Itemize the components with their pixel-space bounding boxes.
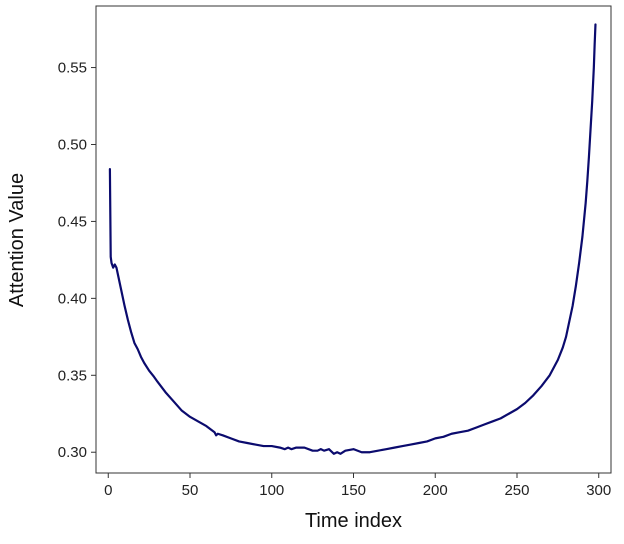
y-tick-label: 0.40 (58, 290, 87, 307)
x-tick-label: 100 (259, 482, 284, 499)
y-tick-label: 0.45 (58, 213, 87, 230)
x-axis-title: Time index (305, 510, 402, 532)
plot-panel-border (95, 5, 612, 474)
y-tick-label: 0.30 (58, 444, 87, 461)
x-tick-label: 200 (423, 482, 448, 499)
x-axis: 0 50 100 150 200 250 300 (104, 473, 611, 499)
y-tick-label: 0.35 (58, 367, 87, 384)
x-tick-label: 150 (341, 482, 366, 499)
y-tick-label: 0.55 (58, 60, 87, 77)
y-axis-title: Attention Value (6, 173, 28, 307)
x-tick-label: 0 (104, 482, 112, 499)
x-tick-label: 250 (504, 482, 529, 499)
x-tick-label: 50 (182, 482, 199, 499)
y-tick-label: 0.50 (58, 136, 87, 153)
x-tick-label: 300 (586, 482, 611, 499)
y-axis: 0.30 0.35 0.40 0.45 0.50 0.55 (58, 60, 96, 461)
series-layer (108, 23, 597, 455)
series-line-0 (108, 23, 597, 455)
